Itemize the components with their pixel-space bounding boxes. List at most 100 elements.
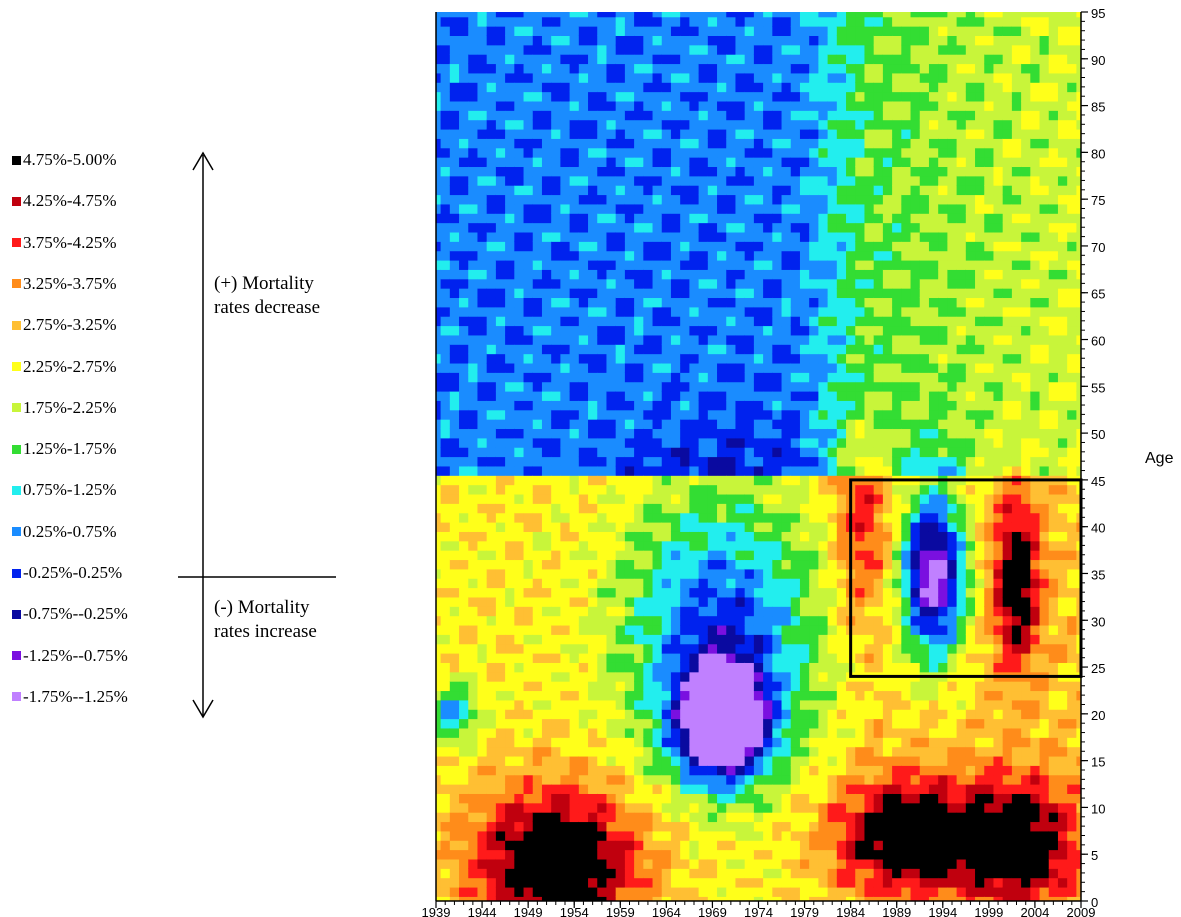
heat-cell bbox=[440, 746, 451, 757]
heat-cell bbox=[440, 624, 451, 635]
heat-cell bbox=[505, 812, 515, 823]
heat-cell bbox=[772, 259, 783, 270]
heat-cell bbox=[799, 718, 810, 729]
heat-cell bbox=[846, 203, 856, 214]
heat-cell bbox=[726, 578, 737, 589]
heat-cell bbox=[624, 662, 635, 673]
heat-cell bbox=[588, 128, 598, 139]
heat-cell bbox=[763, 559, 773, 570]
heat-cell bbox=[735, 615, 746, 626]
heat-cell bbox=[588, 718, 598, 729]
heat-cell bbox=[799, 194, 810, 205]
heat-cell bbox=[486, 671, 497, 682]
heat-cell bbox=[855, 531, 866, 542]
heat-cell bbox=[643, 269, 654, 280]
heat-cell bbox=[606, 419, 617, 430]
heat-cell bbox=[809, 849, 819, 860]
heat-cell bbox=[892, 372, 902, 383]
heat-cell bbox=[624, 718, 635, 729]
heat-cell bbox=[892, 157, 902, 168]
heat-cell bbox=[459, 662, 469, 673]
heat-cell bbox=[781, 400, 792, 411]
heat-cell bbox=[551, 44, 561, 55]
heat-cell bbox=[707, 185, 718, 196]
heat-cell bbox=[541, 784, 552, 794]
heat-cell bbox=[855, 868, 866, 879]
heat-cell bbox=[846, 746, 856, 757]
heat-cell bbox=[588, 755, 598, 766]
heat-cell bbox=[597, 643, 608, 654]
heat-cell bbox=[661, 203, 672, 214]
heat-cell bbox=[578, 840, 589, 851]
heat-cell bbox=[680, 166, 690, 177]
heat-cell bbox=[836, 578, 847, 589]
heat-cell bbox=[799, 540, 810, 551]
heat-cell bbox=[634, 250, 644, 261]
heat-cell bbox=[726, 138, 737, 149]
heat-cell bbox=[634, 138, 644, 149]
heat-cell bbox=[707, 830, 718, 841]
heat-cell bbox=[436, 54, 442, 65]
heat-cell bbox=[864, 587, 875, 598]
heat-cell bbox=[477, 559, 488, 570]
heat-cell bbox=[523, 858, 534, 869]
heat-cell bbox=[717, 522, 727, 532]
heat-cell bbox=[763, 278, 773, 289]
heat-cell bbox=[892, 596, 902, 607]
heat-cell bbox=[670, 681, 681, 692]
heat-cell bbox=[468, 175, 479, 186]
heat-cell bbox=[680, 512, 690, 523]
heat-cell bbox=[855, 540, 866, 551]
heat-cell bbox=[588, 596, 598, 607]
heat-cell bbox=[726, 44, 737, 55]
heat-cell bbox=[892, 784, 902, 794]
heat-cell bbox=[763, 100, 773, 111]
heat-cell bbox=[615, 634, 626, 645]
heat-cell bbox=[541, 82, 552, 93]
heat-cell bbox=[615, 185, 626, 196]
heat-cell bbox=[532, 72, 543, 83]
heat-cell bbox=[532, 194, 543, 205]
heat-cell bbox=[781, 896, 792, 901]
heat-cell bbox=[486, 643, 497, 654]
heat-cell bbox=[827, 166, 838, 177]
heat-cell bbox=[726, 82, 737, 93]
heat-cell bbox=[597, 278, 608, 289]
heat-cell bbox=[799, 269, 810, 280]
heat-cell bbox=[578, 493, 589, 504]
heat-cell bbox=[873, 63, 884, 74]
heat-cell bbox=[836, 288, 847, 299]
heat-cell bbox=[892, 522, 902, 532]
heat-cell bbox=[588, 821, 598, 832]
heat-cell bbox=[615, 390, 626, 401]
heat-cell bbox=[551, 540, 561, 551]
heat-cell bbox=[643, 128, 654, 139]
heat-cell bbox=[855, 784, 866, 794]
heat-cell bbox=[735, 456, 746, 467]
heat-cell bbox=[551, 344, 561, 355]
heat-cell bbox=[772, 44, 783, 55]
heat-cell bbox=[680, 100, 690, 111]
heat-cell bbox=[855, 437, 866, 448]
heat-cell bbox=[670, 128, 681, 139]
heat-cell bbox=[634, 737, 644, 748]
heat-cell bbox=[864, 718, 875, 729]
heat-cell bbox=[532, 587, 543, 598]
heat-cell bbox=[790, 316, 801, 327]
heat-cell bbox=[735, 409, 746, 420]
heat-cell bbox=[901, 250, 912, 261]
heat-cell bbox=[735, 484, 746, 495]
heat-cell bbox=[882, 447, 893, 458]
heat-cell bbox=[763, 259, 773, 270]
heat-cell bbox=[643, 840, 654, 851]
heat-cell bbox=[486, 157, 497, 168]
heat-cell bbox=[873, 194, 884, 205]
heat-cell bbox=[753, 784, 764, 794]
heat-cell bbox=[717, 119, 727, 130]
heat-cell bbox=[763, 297, 773, 308]
heat-cell bbox=[551, 35, 561, 46]
heat-cell bbox=[652, 362, 663, 373]
heat-cell bbox=[449, 802, 460, 813]
heat-cell bbox=[468, 615, 479, 626]
heat-cell bbox=[726, 16, 737, 27]
